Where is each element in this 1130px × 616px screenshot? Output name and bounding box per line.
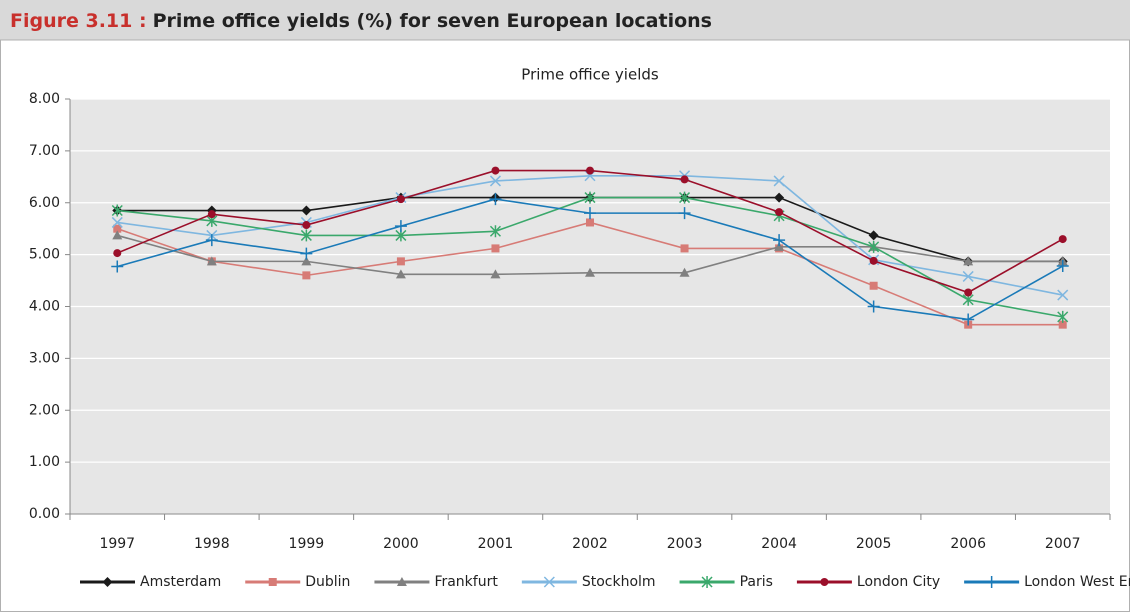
legend-label: Stockholm [582, 574, 656, 590]
marker [394, 220, 407, 233]
x-tick-label: 2004 [761, 536, 797, 552]
marker [963, 256, 974, 266]
marker [962, 313, 975, 326]
y-tick-label: 1.00 [29, 454, 60, 470]
marker [206, 256, 217, 266]
marker [207, 210, 216, 219]
x-tick-label: 2007 [1045, 536, 1081, 552]
marker [586, 166, 594, 175]
x-tick-label: 1998 [194, 536, 230, 552]
marker [868, 240, 880, 253]
legend-label: Paris [740, 574, 773, 590]
marker [775, 208, 784, 217]
legend-label: Amsterdam [140, 574, 221, 590]
marker [489, 193, 502, 206]
y-tick-label: 5.00 [29, 247, 60, 263]
legend-label: Dublin [305, 574, 350, 590]
legend-label: London West End [1024, 574, 1130, 590]
y-tick-label: 8.00 [29, 91, 60, 107]
marker [584, 207, 596, 220]
marker [111, 204, 123, 217]
marker [701, 576, 713, 588]
marker [300, 229, 312, 242]
marker [301, 205, 312, 216]
x-tick-label: 2005 [856, 536, 892, 552]
figure-title: Prime office yields (%) for seven Europe… [153, 10, 712, 32]
y-tick-label: 0.00 [29, 506, 60, 522]
marker [489, 175, 501, 187]
x-tick-label: 2002 [572, 536, 608, 552]
marker [774, 192, 785, 203]
x-tick-label: 1997 [99, 536, 135, 552]
marker [111, 216, 123, 228]
marker [773, 175, 785, 187]
marker [543, 576, 555, 588]
marker [395, 269, 406, 279]
x-tick-label: 2006 [950, 536, 986, 552]
y-tick-label: 4.00 [29, 299, 60, 315]
marker [489, 225, 501, 238]
marker [1057, 289, 1069, 301]
marker [205, 234, 218, 247]
marker [302, 271, 311, 280]
marker [1058, 235, 1067, 244]
marker [1057, 310, 1069, 323]
y-tick-label: 2.00 [29, 402, 60, 418]
marker [869, 256, 878, 265]
header: Figure 3.11 : Prime office yields (%) for… [10, 10, 712, 32]
marker [679, 191, 691, 204]
marker [586, 218, 594, 227]
marker [111, 260, 124, 273]
marker [774, 241, 785, 251]
marker [112, 230, 123, 240]
legend-label: London City [857, 574, 940, 590]
x-tick-label: 2001 [478, 536, 514, 552]
y-tick-label: 3.00 [29, 350, 60, 366]
marker [490, 269, 501, 279]
marker [985, 576, 998, 588]
marker [964, 288, 973, 297]
marker [867, 300, 880, 313]
x-tick-label: 1999 [289, 536, 325, 552]
marker [678, 207, 691, 220]
marker [491, 166, 500, 175]
marker [1056, 260, 1069, 273]
marker [396, 257, 405, 266]
marker [491, 244, 500, 253]
marker [396, 577, 407, 586]
marker [268, 578, 277, 586]
header-band [0, 0, 1130, 40]
y-tick-label: 6.00 [29, 195, 60, 211]
marker [300, 247, 313, 260]
marker [680, 244, 689, 253]
marker [113, 249, 122, 258]
marker [1058, 320, 1067, 329]
marker [962, 270, 974, 282]
x-tick-label: 2003 [667, 536, 703, 552]
marker [773, 234, 786, 247]
marker [584, 191, 596, 204]
x-tick-label: 2000 [383, 536, 419, 552]
marker [585, 267, 595, 277]
y-tick-label: 7.00 [29, 143, 60, 159]
marker [302, 221, 311, 230]
legend-label: Frankfurt [434, 574, 498, 590]
marker [102, 577, 113, 587]
chart-title: Prime office yields [521, 66, 659, 84]
marker [820, 578, 829, 586]
marker [679, 267, 690, 277]
figure-label: Figure 3.11 : [10, 10, 147, 32]
marker [113, 224, 122, 233]
marker [868, 230, 879, 241]
marker [680, 175, 689, 184]
marker [396, 195, 405, 204]
marker [301, 256, 312, 266]
marker [869, 281, 878, 290]
